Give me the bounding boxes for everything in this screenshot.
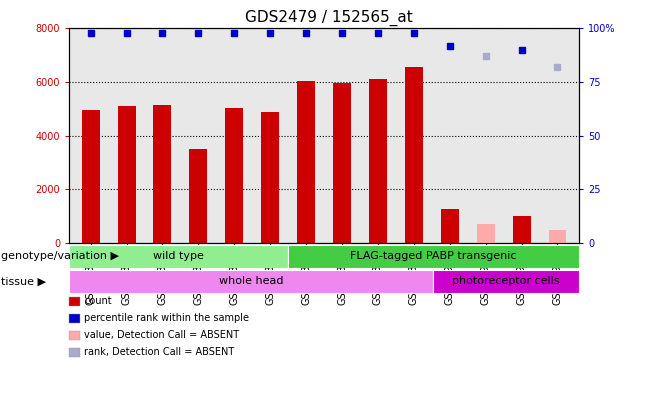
Text: wild type: wild type — [153, 252, 204, 261]
Bar — [513, 216, 530, 243]
Bar — [190, 149, 207, 243]
Bar — [288, 245, 579, 268]
Bar — [118, 106, 136, 243]
Text: rank, Detection Call = ABSENT: rank, Detection Call = ABSENT — [84, 347, 234, 357]
Bar — [82, 110, 99, 243]
Bar — [434, 270, 579, 293]
Text: value, Detection Call = ABSENT: value, Detection Call = ABSENT — [84, 330, 240, 340]
Text: count: count — [84, 296, 112, 306]
Bar — [69, 270, 434, 293]
Bar — [441, 209, 459, 243]
Bar — [549, 230, 567, 243]
Bar — [369, 79, 387, 243]
Text: FLAG-tagged PABP transgenic: FLAG-tagged PABP transgenic — [350, 252, 517, 261]
Text: GDS2479 / 152565_at: GDS2479 / 152565_at — [245, 10, 413, 26]
Text: tissue ▶: tissue ▶ — [1, 277, 45, 286]
Bar — [476, 224, 495, 243]
Bar — [69, 245, 288, 268]
Bar — [297, 81, 315, 243]
Text: photoreceptor cells: photoreceptor cells — [453, 277, 560, 286]
Bar — [225, 107, 243, 243]
Bar — [405, 67, 423, 243]
Text: genotype/variation ▶: genotype/variation ▶ — [1, 252, 118, 261]
Text: whole head: whole head — [219, 277, 284, 286]
Bar — [153, 105, 172, 243]
Bar — [333, 83, 351, 243]
Text: percentile rank within the sample: percentile rank within the sample — [84, 313, 249, 323]
Bar — [261, 111, 279, 243]
